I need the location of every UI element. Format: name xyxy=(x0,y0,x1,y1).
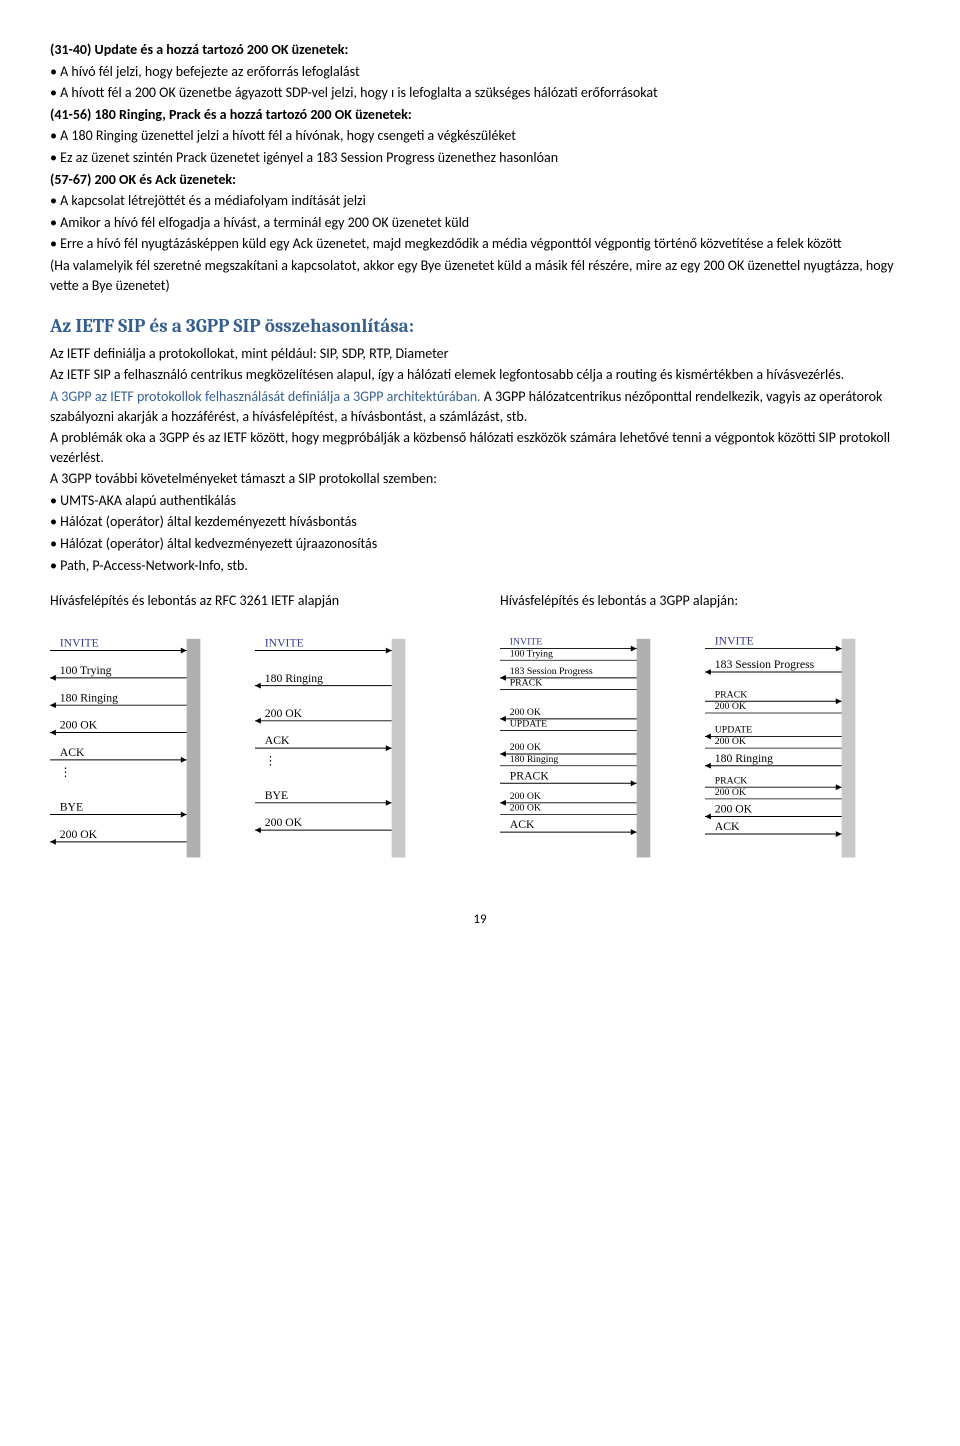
compare-b3: • Hálózat (operátor) által kedvezményeze… xyxy=(50,534,910,554)
svg-text:200 OK: 200 OK xyxy=(510,791,541,802)
svg-text:BYE: BYE xyxy=(60,800,83,813)
svg-text:180 Ringing: 180 Ringing xyxy=(510,754,559,765)
svg-text:183 Session Progress: 183 Session Progress xyxy=(510,666,593,677)
section-compare: Az IETF definiálja a protokollokat, mint… xyxy=(50,344,910,576)
svg-text:INVITE: INVITE xyxy=(265,636,304,649)
diag-header-left: Hívásfelépítés és lebontás az RFC 3261 I… xyxy=(50,591,460,611)
svg-text:200 OK: 200 OK xyxy=(510,802,541,813)
svg-text:200 OK: 200 OK xyxy=(510,707,541,718)
svg-text:200 OK: 200 OK xyxy=(715,787,746,798)
svg-text:BYE: BYE xyxy=(265,789,288,802)
svg-text:200 OK: 200 OK xyxy=(715,802,753,815)
page-number: 19 xyxy=(50,911,910,929)
svg-text:180 Ringing: 180 Ringing xyxy=(60,691,118,704)
sec2-b2: • Ez az üzenet szintén Prack üzenetet ig… xyxy=(50,148,910,168)
sec3-b4: (Ha valamelyik fél szeretné megszakítani… xyxy=(50,256,910,295)
compare-b4: • Path, P-Access-Network-Info, stb. xyxy=(50,556,910,576)
svg-text:200 OK: 200 OK xyxy=(265,816,303,829)
gpp-diagram: INVITE100 Trying183 Session ProgressPRAC… xyxy=(500,631,910,871)
svg-text:200 OK: 200 OK xyxy=(265,707,303,720)
svg-text:⋮: ⋮ xyxy=(265,754,277,767)
svg-text:100 Trying: 100 Trying xyxy=(510,648,553,659)
svg-text:ACK: ACK xyxy=(265,734,290,747)
svg-text:UPDATE: UPDATE xyxy=(510,719,547,730)
compare-p1: Az IETF definiálja a protokollokat, mint… xyxy=(50,344,910,364)
sec2-title: (41-56) 180 Ringing, Prack és a hozzá ta… xyxy=(50,105,910,125)
section-update: (31-40) Update és a hozzá tartozó 200 OK… xyxy=(50,40,910,103)
compare-p4: A problémák oka a 3GPP és az IETF között… xyxy=(50,428,910,467)
svg-text:⋮: ⋮ xyxy=(60,765,72,778)
svg-text:ACK: ACK xyxy=(510,818,535,831)
compare-p3: A 3GPP az IETF protokollok felhasználásá… xyxy=(50,387,910,426)
compare-p2: Az IETF SIP a felhasználó centrikus megk… xyxy=(50,365,910,385)
svg-text:183 Session Progress: 183 Session Progress xyxy=(715,658,815,671)
svg-text:INVITE: INVITE xyxy=(715,635,754,648)
svg-text:PRACK: PRACK xyxy=(510,769,550,782)
section-ack: (57-67) 200 OK és Ack üzenetek: • A kapc… xyxy=(50,170,910,296)
sec1-b1: • A hívó fél jelzi, hogy befejezte az er… xyxy=(50,62,910,82)
compare-p5: A 3GPP további követelményeket támaszt a… xyxy=(50,469,910,489)
svg-text:ACK: ACK xyxy=(60,746,85,759)
svg-text:180 Ringing: 180 Ringing xyxy=(265,672,323,685)
diagrams-row: INVITE100 Trying180 Ringing200 OKACK⋮BYE… xyxy=(50,631,910,871)
section-ringing: (41-56) 180 Ringing, Prack és a hozzá ta… xyxy=(50,105,910,168)
svg-text:200 OK: 200 OK xyxy=(715,736,746,747)
svg-text:INVITE: INVITE xyxy=(510,637,543,648)
svg-text:INVITE: INVITE xyxy=(60,636,99,649)
ietf-diagram: INVITE 100 Trying 180 Ringing 200 OK ACK ⋮ BYE… xyxy=(50,631,460,871)
sec1-title: (31-40) Update és a hozzá tartozó 200 OK… xyxy=(50,40,910,60)
diagram-headers: Hívásfelépítés és lebontás az RFC 3261 I… xyxy=(50,591,910,611)
svg-text:ACK: ACK xyxy=(715,820,740,833)
svg-text:100 Trying: 100 Trying xyxy=(60,664,112,677)
sec3-b1: • A kapcsolat létrejöttét és a médiafoly… xyxy=(50,191,910,211)
sec3-b2: • Amikor a hívó fél elfogadja a hívást, … xyxy=(50,213,910,233)
svg-text:PRACK: PRACK xyxy=(510,678,543,689)
compare-b1: • UMTS-AKA alapú authentikálás xyxy=(50,491,910,511)
sec1-b2: • A hívott fél a 200 OK üzenetbe ágyazot… xyxy=(50,83,910,103)
compare-title: Az IETF SIP és a 3GPP SIP összehasonlítá… xyxy=(50,313,910,340)
sec2-b1: • A 180 Ringing üzenettel jelzi a hívott… xyxy=(50,126,910,146)
svg-text:200 OK: 200 OK xyxy=(60,828,98,841)
sec3-title: (57-67) 200 OK és Ack üzenetek: xyxy=(50,170,910,190)
sec3-b3: • Erre a hívó fél nyugtázásképpen küld e… xyxy=(50,234,910,254)
svg-text:PRACK: PRACK xyxy=(715,689,748,700)
svg-text:200 OK: 200 OK xyxy=(60,718,98,731)
svg-text:200 OK: 200 OK xyxy=(715,701,746,712)
svg-text:180 Ringing: 180 Ringing xyxy=(715,752,773,765)
diag-header-right: Hívásfelépítés és lebontás a 3GPP alapjá… xyxy=(500,591,910,611)
svg-text:200 OK: 200 OK xyxy=(510,742,541,753)
compare-b2: • Hálózat (operátor) által kezdeményezet… xyxy=(50,512,910,532)
compare-p3a: A 3GPP az IETF protokollok felhasználásá… xyxy=(50,388,481,405)
svg-text:PRACK: PRACK xyxy=(715,775,748,786)
svg-text:UPDATE: UPDATE xyxy=(715,724,752,735)
